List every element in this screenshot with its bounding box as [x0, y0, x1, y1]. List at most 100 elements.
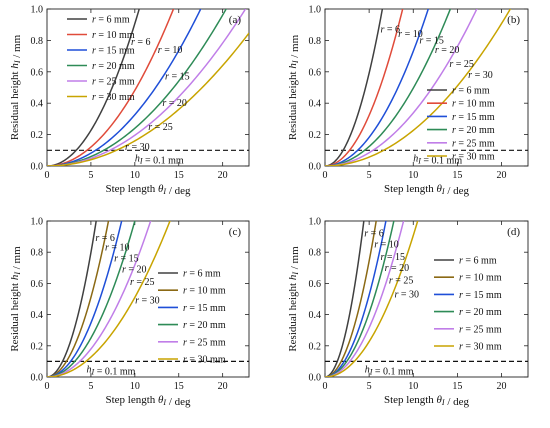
plot-frame [324, 8, 529, 167]
series-line-r30 [47, 32, 249, 166]
threshold-label: hI = 0.1 mm [365, 364, 414, 377]
y-tick-label: 0.0 [309, 373, 322, 384]
legend: r = 6 mm r = 10 mm r = 15 mm r = 20 mm r = 2… [427, 86, 495, 163]
series-line-r20 [325, 221, 395, 377]
y-tick-label: 0.6 [309, 67, 322, 78]
y-tick-label: 0.4 [309, 310, 322, 321]
y-tick-label: 0.2 [31, 130, 44, 141]
series-line-r20 [47, 221, 136, 377]
legend-entry: r = 15 mm [459, 290, 502, 301]
curve-label: r = 6 [95, 233, 115, 244]
y-tick-label: 0.8 [309, 36, 322, 47]
legend-entry: r = 20 mm [459, 307, 502, 318]
curve-label: r = 6 [381, 24, 401, 35]
panel-c: 0 5 10 15 20 0.0 0.2 0.4 0.6 0.8 1.0 Step length θI… [9, 217, 250, 408]
y-tick-label: 1.0 [31, 5, 44, 16]
y-tick-label: 0.0 [31, 373, 44, 384]
y-tick-label: 1.0 [309, 5, 322, 16]
y-axis-label: Residual height hI / mm [9, 246, 23, 352]
panel-a: 0 5 10 15 20 0.0 0.2 0.4 0.6 0.8 1.0 Step length θI… [9, 5, 250, 197]
legend-entry: r = 25 mm [459, 324, 502, 335]
y-tick-label: 0.4 [31, 310, 44, 321]
x-tick-label: 0 [45, 381, 50, 392]
series-line-r30 [325, 9, 512, 166]
legend-entry: r = 6 mm [183, 269, 221, 280]
x-tick-label: 15 [452, 381, 462, 392]
legend-entry: r = 30 mm [183, 355, 226, 366]
legend-entry: r = 25 mm [92, 77, 135, 88]
y-tick-label: 0.2 [309, 341, 322, 352]
x-tick-label: 5 [367, 381, 372, 392]
y-axis-label: Residual height hI / mm [287, 34, 301, 140]
panel-b: 0 5 10 15 20 0.0 0.2 0.4 0.6 0.8 1.0 Step length θI… [287, 5, 529, 197]
curve-label: r = 30 [468, 70, 493, 81]
legend-entry: r = 15 mm [92, 46, 135, 57]
series-line-r25 [325, 221, 405, 377]
x-tick-label: 10 [408, 170, 418, 181]
curve-label: r = 30 [125, 142, 150, 153]
series-line-r25 [47, 9, 247, 166]
y-tick-label: 0.6 [31, 67, 44, 78]
legend-entry: r = 15 mm [452, 112, 495, 123]
panel-tag: (b) [507, 14, 520, 26]
legend-entry: r = 30 mm [459, 342, 502, 353]
x-tick-label: 20 [218, 170, 228, 181]
curve-label: r = 15 [114, 253, 139, 264]
series-line-r20 [325, 9, 452, 166]
series-line-r10 [47, 221, 110, 377]
series-line-r15 [325, 9, 430, 166]
legend-entry: r = 6 mm [452, 86, 490, 97]
legend-entry: r = 25 mm [452, 138, 495, 149]
y-tick-label: 0.4 [31, 99, 44, 110]
curve-label: r = 30 [135, 296, 160, 307]
x-axis-label: Step length θI / deg [105, 183, 191, 197]
series-line-r10 [325, 9, 404, 166]
x-tick-label: 5 [88, 170, 93, 181]
x-tick-label: 0 [323, 170, 328, 181]
curve-label: r = 25 [389, 275, 414, 286]
series-line-r6 [325, 221, 365, 377]
x-tick-label: 10 [130, 381, 140, 392]
y-tick-label: 0.0 [309, 162, 322, 173]
threshold-label: hI = 0.1 mm [413, 153, 462, 166]
panel-tag: (d) [507, 226, 520, 238]
x-tick-label: 10 [408, 381, 418, 392]
legend-entry: r = 10 mm [459, 273, 502, 284]
curve-label: r = 10 [158, 45, 183, 56]
x-tick-label: 0 [45, 170, 50, 181]
series-line-r6 [47, 221, 97, 377]
panel-tag: (a) [229, 14, 242, 26]
curve-label: r = 30 [394, 289, 419, 300]
legend-entry: r = 10 mm [183, 286, 226, 297]
threshold-label: hI = 0.1 mm [135, 153, 184, 166]
x-tick-label: 20 [218, 381, 228, 392]
y-tick-label: 0.6 [31, 279, 44, 290]
x-tick-label: 5 [367, 170, 372, 181]
series-line-r25 [47, 221, 152, 377]
curve-label: r = 6 [131, 37, 151, 48]
plot-frame [324, 220, 529, 378]
panel-tag: (c) [229, 226, 242, 238]
curve-label: r = 20 [385, 263, 410, 274]
curve-label: r = 15 [380, 252, 405, 263]
legend: r = 6 mm r = 10 mm r = 15 mm r = 20 mm r = 2… [434, 256, 502, 353]
curve-label: r = 20 [435, 45, 460, 56]
x-tick-label: 20 [497, 170, 507, 181]
series-line-r20 [47, 9, 228, 166]
y-tick-label: 0.2 [309, 130, 322, 141]
legend-entry: r = 15 mm [183, 303, 226, 314]
y-tick-label: 1.0 [309, 217, 322, 228]
y-tick-label: 0.2 [31, 341, 44, 352]
x-axis-label: Step length θI / deg [105, 394, 191, 408]
panel-d: 0 5 10 15 20 0.0 0.2 0.4 0.6 0.8 1.0 Step length θI… [287, 217, 529, 408]
x-tick-label: 20 [497, 381, 507, 392]
legend: r = 6 mm r = 10 mm r = 15 mm r = 20 mm r = 2… [158, 269, 226, 366]
curve-label: r = 10 [374, 239, 399, 250]
x-axis-label: Step length θI / deg [384, 394, 470, 408]
x-tick-label: 15 [452, 170, 462, 181]
legend-entry: r = 25 mm [183, 337, 226, 348]
curve-label: r = 15 [165, 72, 190, 83]
x-tick-label: 15 [174, 170, 184, 181]
legend-entry: r = 20 mm [452, 125, 495, 136]
